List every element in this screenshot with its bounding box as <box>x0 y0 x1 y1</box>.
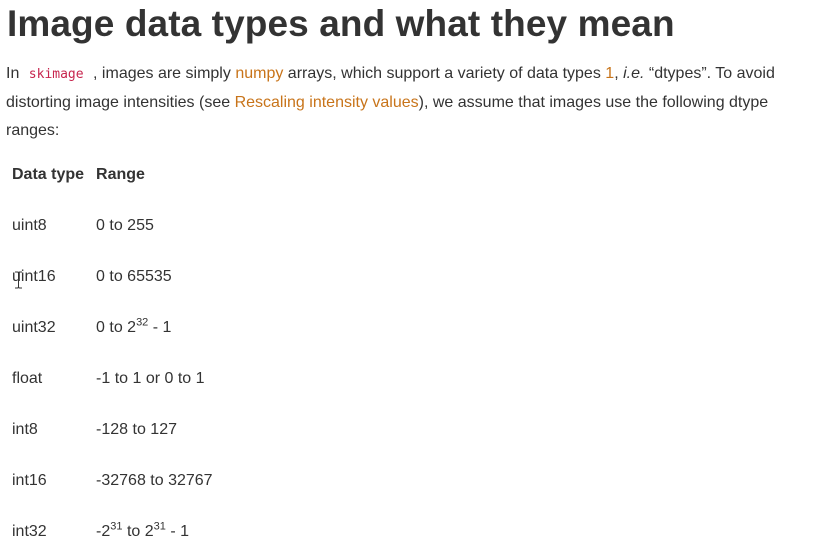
table-row: uint16 0 to 65535 <box>6 251 219 302</box>
dtype-cell: uint16 <box>12 267 56 285</box>
table-row: uint8 0 to 255 <box>6 200 219 251</box>
range-exponent: 31 <box>153 520 166 533</box>
numpy-link[interactable]: numpy <box>235 65 284 82</box>
ie-text: i.e. <box>623 65 645 82</box>
page-title: Image data types and what they mean <box>7 3 675 44</box>
text-cursor-icon <box>15 271 22 289</box>
range-cell: -128 to 127 <box>96 420 177 438</box>
range-cell: -1 to 1 or 0 to 1 <box>96 369 205 387</box>
dtype-cell: int8 <box>12 420 38 438</box>
range-text: - 1 <box>148 318 172 336</box>
range-text: -2 <box>96 522 111 540</box>
table-row: int32 -231 to 231 - 1 <box>6 506 219 557</box>
dtype-cell: int16 <box>12 471 47 489</box>
intro-text: , images are simply <box>88 65 236 82</box>
range-exponent: 31 <box>110 520 123 533</box>
intro-text: In <box>6 65 24 82</box>
range-text: to 2 <box>122 522 154 540</box>
range-cell: -231 to 231 - 1 <box>90 506 219 557</box>
column-header-data-type: Data type <box>12 166 85 183</box>
intro-text: ), we assume that images use the followi… <box>6 94 769 139</box>
range-cell: 0 to 255 <box>96 216 154 234</box>
range-cell: 0 to 65535 <box>96 267 172 285</box>
dtype-cell: uint8 <box>12 216 47 234</box>
rescaling-link[interactable]: Rescaling intensity values <box>234 94 419 111</box>
table-row: float -1 to 1 or 0 to 1 <box>6 353 219 404</box>
intro-text: “dtypes”. To avoid distorting image inte… <box>6 65 775 111</box>
intro-text: , <box>614 65 624 82</box>
range-cell: -32768 to 32767 <box>96 471 213 489</box>
range-text: 0 to 2 <box>96 318 137 336</box>
dtype-cell: float <box>12 369 43 387</box>
footnote-link[interactable]: 1 <box>605 65 615 82</box>
table-header-row: Data type Range <box>6 150 219 200</box>
skimage-code: skimage <box>28 67 84 82</box>
range-exponent: 32 <box>136 316 149 329</box>
table-row: int16 -32768 to 32767 <box>6 455 219 506</box>
table-row: int8 -128 to 127 <box>6 404 219 455</box>
dtype-cell: uint32 <box>12 318 56 336</box>
range-cell: 0 to 232 - 1 <box>90 302 219 353</box>
intro-text: arrays, which support a variety of data … <box>283 65 606 82</box>
dtype-range-table: Data type Range uint8 0 to 255 uint16 0 … <box>6 150 219 557</box>
table-row: uint32 0 to 232 - 1 <box>6 302 219 353</box>
column-header-range: Range <box>96 166 145 183</box>
intro-paragraph: In skimage , images are simply numpy arr… <box>6 60 824 145</box>
range-text: - 1 <box>165 522 190 540</box>
dtype-cell: int32 <box>12 522 47 540</box>
